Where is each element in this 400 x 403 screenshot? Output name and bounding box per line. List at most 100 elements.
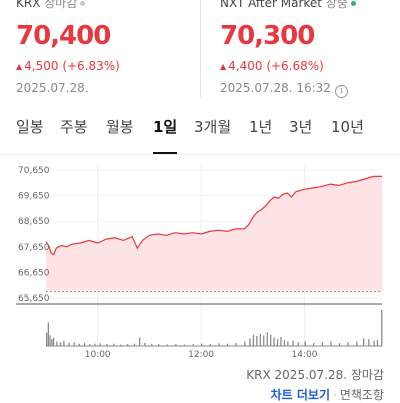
nxt-date-value: 2025.07.28. 16:32 [220, 81, 331, 95]
x-tick-label: 14:00 [291, 350, 317, 360]
volume-bar [292, 340, 294, 346]
volume-bar [47, 322, 49, 346]
nxt-header: NXT After Market 장중 [220, 0, 400, 14]
volume-bar [376, 339, 379, 346]
volume-bar [381, 309, 383, 346]
x-tick-label: 12:00 [188, 350, 214, 360]
volume-bar [226, 343, 229, 346]
volume-bar [89, 344, 91, 346]
volume-bar [218, 343, 220, 346]
x-tick-label: 10:00 [85, 350, 111, 360]
volume-bar [166, 344, 168, 346]
volume-bar [330, 341, 332, 346]
volume-bar [94, 343, 96, 346]
volume-bar [52, 337, 55, 346]
volume-bar [249, 338, 251, 346]
volume-bar [347, 342, 349, 346]
volume-bar [363, 338, 365, 346]
price-area [46, 176, 382, 292]
tab-monthly[interactable]: 월봉 [106, 118, 134, 136]
nxt-change-value: 4,400 (+6.68%) [228, 59, 324, 73]
krx-quote: KRX 장마감 70,400 ▲ 4,500 (+6.83%) 2025.07.2… [16, 0, 196, 95]
volume-bars [46, 309, 383, 347]
tab-1-year[interactable]: 1년 [249, 118, 273, 136]
volume-bar [99, 343, 101, 346]
quote-divider [200, 0, 201, 98]
tab-10-years[interactable]: 10년 [331, 118, 364, 136]
chart-more-link[interactable]: 차트 더보기 [270, 388, 330, 402]
volume-bar [273, 337, 275, 346]
volume-bar [304, 341, 306, 346]
volume-bar [259, 333, 261, 346]
volume-bar [120, 344, 122, 346]
nxt-date: 2025.07.28. 16:32 i [220, 81, 348, 98]
krx-change-value: 4,500 (+6.83%) [24, 59, 120, 73]
volume-bar [68, 343, 70, 346]
krx-price: 70,400 [16, 21, 111, 51]
nxt-quote: NXT After Market 장중 70,300 ▲ 4,400 (+6.68… [220, 0, 400, 98]
tab-daily[interactable]: 일봉 [16, 118, 44, 136]
volume-bar [192, 344, 194, 346]
y-tick-label: 67,650 [18, 243, 50, 253]
volume-bar [139, 337, 141, 346]
volume-bar [106, 344, 108, 346]
volume-bar [338, 343, 341, 346]
volume-bar [270, 334, 272, 346]
volume-bar [252, 334, 255, 346]
tab-1-day[interactable]: 1일 [153, 116, 178, 154]
volume-bar [209, 344, 211, 346]
intraday-price-chart[interactable]: 70,650 69,650 68,650 67,650 66,650 65,650 10:… [0, 155, 400, 360]
volume-bar [183, 344, 186, 346]
krx-header: KRX 장마감 [16, 0, 196, 14]
volume-bar [158, 344, 160, 346]
tabs-divider [0, 154, 400, 155]
volume-bar [263, 335, 265, 346]
volume-bar [266, 332, 268, 346]
volume-bar [373, 340, 375, 346]
volume-bar [46, 332, 48, 346]
tab-weekly[interactable]: 주봉 [60, 118, 88, 136]
volume-bar [356, 341, 358, 346]
price-line [45, 175, 382, 256]
volume-bar [144, 343, 146, 346]
nxt-status: 장중 [325, 0, 348, 10]
tab-3-months[interactable]: 3개월 [194, 118, 232, 136]
volume-bar [78, 343, 80, 346]
volume-bar [175, 344, 177, 346]
volume-bar [287, 341, 289, 346]
volume-bar [283, 339, 286, 346]
period-tabs: 일봉 주봉 월봉 1일 3개월 1년 3년 10년 [0, 116, 400, 156]
volume-bar [313, 343, 315, 346]
y-tick-label: 66,650 [18, 268, 50, 278]
y-tick-label: 65,650 [18, 294, 50, 304]
nxt-status-dot-icon [350, 1, 356, 6]
volume-bar [368, 339, 370, 346]
volume-bar [244, 341, 246, 346]
info-icon[interactable]: i [334, 85, 348, 98]
nxt-label: NXT After Market [220, 0, 323, 10]
volume-bar [83, 343, 86, 346]
chart-asof: KRX 2025.07.28. 장마감 [246, 368, 384, 382]
volume-bar [56, 341, 58, 346]
volume-bar [63, 340, 65, 346]
volume-bar [321, 342, 323, 346]
volume-bar [201, 343, 203, 346]
volume-bar [297, 342, 299, 346]
volume-bar [280, 336, 282, 346]
volume-bar [276, 339, 279, 346]
x-axis-ticks: 10:00 12:00 14:00 [85, 350, 318, 360]
y-axis-ticks: 70,650 69,650 68,650 67,650 66,650 65,650 [18, 166, 50, 304]
volume-bar [235, 343, 237, 346]
volume-bar [133, 343, 136, 346]
nxt-price: 70,300 [220, 21, 315, 51]
y-tick-label: 69,650 [18, 192, 50, 202]
tab-3-years[interactable]: 3년 [289, 118, 313, 136]
volume-bar [151, 343, 153, 346]
volume-bar [113, 343, 115, 346]
volume-bar [59, 342, 62, 346]
up-triangle-icon: ▲ [16, 62, 23, 71]
volume-bar [73, 342, 75, 346]
disclaimer-link[interactable]: 면책조항 [339, 388, 384, 402]
krx-date: 2025.07.28. [16, 81, 89, 95]
nxt-change: ▲ 4,400 (+6.68%) [220, 59, 324, 73]
